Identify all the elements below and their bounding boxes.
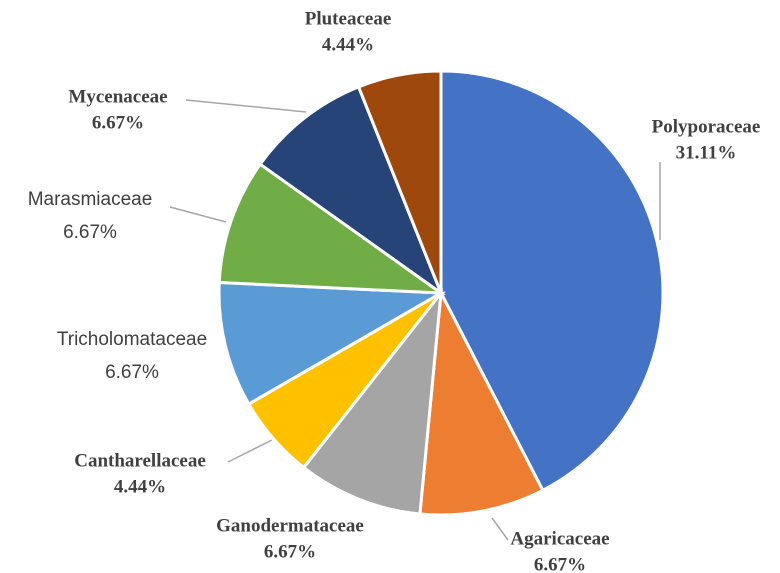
slice-value-label: 4.44% [322,34,374,55]
pie-slice [356,69,443,294]
pie-slice [217,162,447,295]
pie-slice [258,84,445,298]
pie-slice [217,280,447,407]
slice-value-label: 6.67% [264,541,316,562]
slice-value-label: 4.44% [114,476,166,497]
leader-line [227,439,273,463]
slice-label: Mycenaceae [68,86,167,107]
leader-line [169,206,227,223]
pie-slice [301,288,443,516]
slice-value-label: 6.67% [63,222,117,243]
leader-line [491,517,509,541]
slice-label: Agaricaceae [510,528,609,549]
slice-value-label: 31.11% [676,142,737,163]
slice-label: Marasmiaceae [28,189,153,210]
slice-label: Pluteaceae [305,8,392,29]
slice-label: Polyporaceae [652,116,761,137]
slice-value-label: 6.67% [105,362,159,383]
slice-label: Tricholomataceae [57,329,207,350]
slice-label: Ganodermataceae [216,515,364,536]
slice-value-label: 6.67% [534,554,586,573]
pie-slice [418,287,545,517]
slice-value-label: 6.67% [92,112,144,133]
leader-line [185,99,307,113]
pie-slice [439,69,665,493]
slice-label: Cantharellaceae [74,450,206,471]
